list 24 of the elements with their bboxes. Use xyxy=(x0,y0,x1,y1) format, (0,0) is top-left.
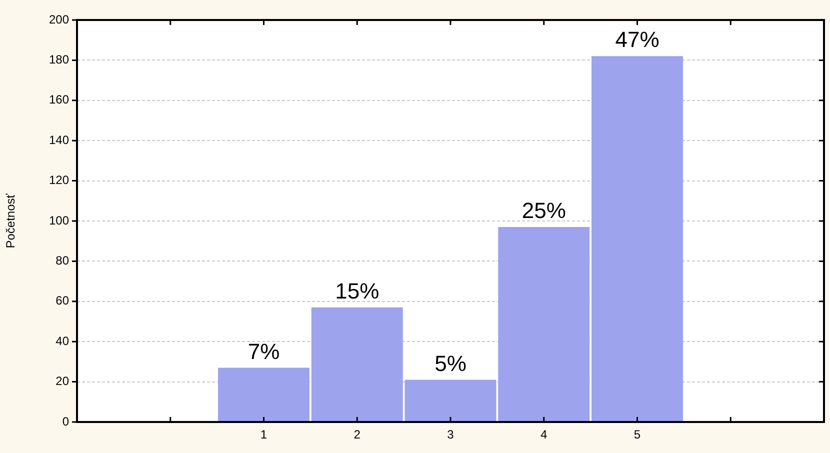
y-tick-label: 140 xyxy=(48,132,70,147)
bar xyxy=(591,56,684,422)
y-axis-title: Početnosť xyxy=(4,193,18,248)
annotation: 25% xyxy=(522,198,566,224)
annotation: 47% xyxy=(615,27,660,52)
y-tick-label: 160 xyxy=(48,92,70,107)
annotation: 5% xyxy=(434,350,466,376)
x-tick-label: 5 xyxy=(634,428,641,442)
x-tick-label: 4 xyxy=(540,428,548,442)
y-tick-label: 180 xyxy=(48,52,70,67)
y-tick-label: 20 xyxy=(56,374,70,388)
annotation: 15% xyxy=(335,278,380,304)
y-tick-label: 200 xyxy=(48,12,70,26)
x-tick-label: 1 xyxy=(260,428,268,442)
y-tick-label: 120 xyxy=(48,173,70,188)
y-tick-label: 40 xyxy=(56,334,70,348)
x-tick-label: 3 xyxy=(447,428,454,442)
annotation: 7% xyxy=(248,338,280,364)
x-tick-label: 2 xyxy=(354,428,361,442)
bar xyxy=(218,368,310,422)
y-tick-label: 0 xyxy=(62,414,70,428)
y-tick-label: 80 xyxy=(56,254,70,268)
y-tick-label: 100 xyxy=(48,213,70,228)
y-tick-label: 60 xyxy=(56,294,70,308)
